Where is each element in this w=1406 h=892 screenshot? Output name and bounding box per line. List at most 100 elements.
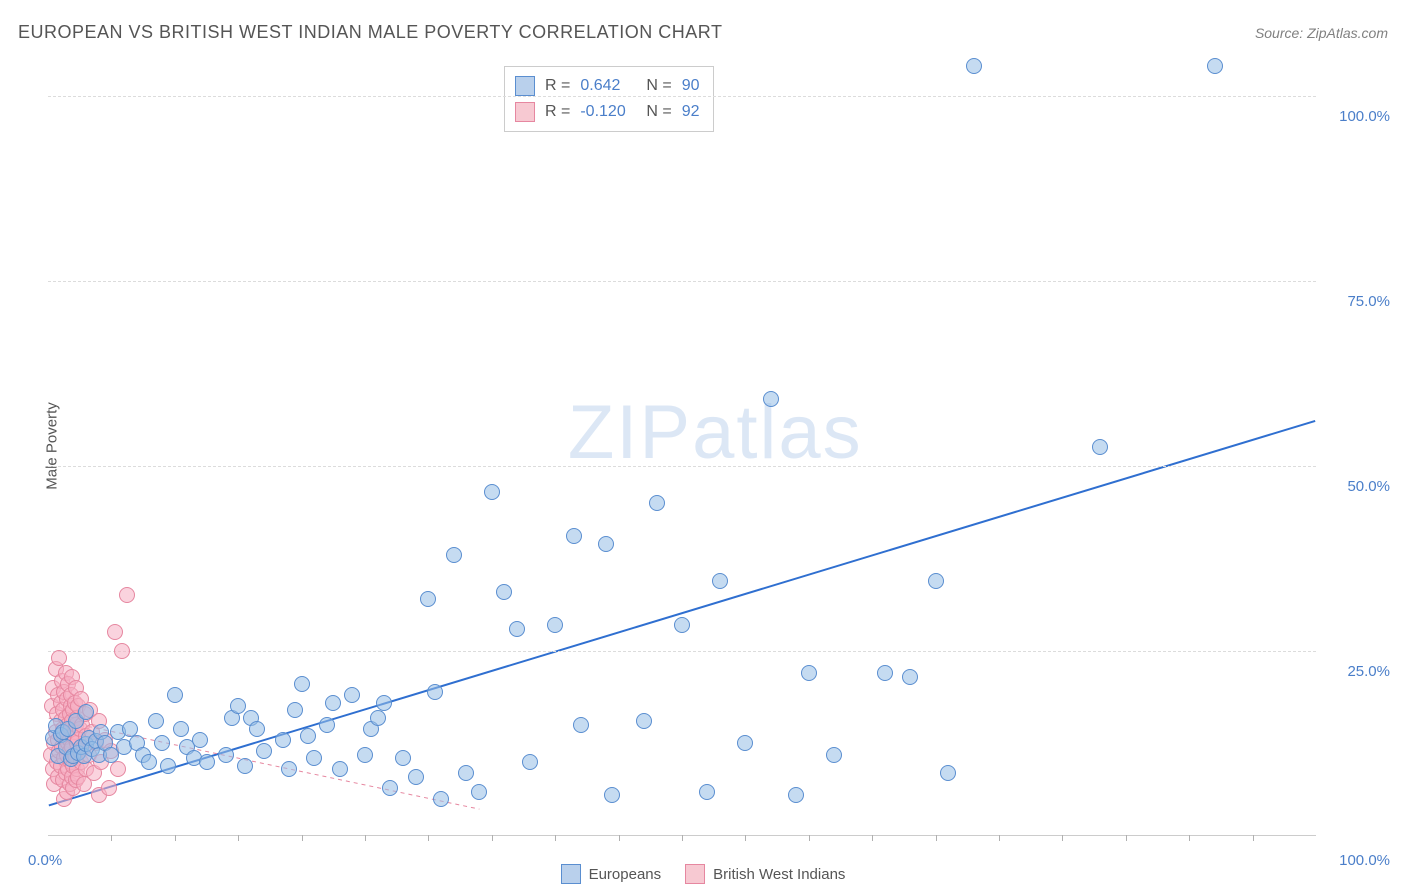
series-legend-label: British West Indians <box>713 866 845 883</box>
data-point <box>325 695 341 711</box>
data-point <box>522 754 538 770</box>
data-point <box>294 676 310 692</box>
data-point <box>712 573 728 589</box>
scatter-plot-area: ZIPatlas R =0.642N =90R =-0.120N =92 25.… <box>48 66 1316 836</box>
x-tick-mark <box>1253 835 1254 841</box>
data-point <box>484 484 500 500</box>
data-point <box>154 735 170 751</box>
data-point <box>101 780 117 796</box>
data-point <box>395 750 411 766</box>
x-tick-mark <box>619 835 620 841</box>
x-tick-mark <box>111 835 112 841</box>
y-tick-label: 100.0% <box>1339 108 1390 125</box>
x-tick-mark <box>999 835 1000 841</box>
chart-header: EUROPEAN VS BRITISH WEST INDIAN MALE POV… <box>18 22 1388 43</box>
data-point <box>737 735 753 751</box>
legend-swatch <box>515 102 535 122</box>
data-point <box>446 547 462 563</box>
data-point <box>826 747 842 763</box>
legend-swatch <box>685 864 705 884</box>
data-point <box>598 536 614 552</box>
data-point <box>192 732 208 748</box>
data-point <box>107 624 123 640</box>
data-point <box>357 747 373 763</box>
data-point <box>674 617 690 633</box>
data-point <box>408 769 424 785</box>
y-tick-label: 75.0% <box>1347 293 1390 310</box>
series-legend-item: Europeans <box>561 864 662 884</box>
source-label: Source: ZipAtlas.com <box>1255 25 1388 41</box>
x-tick-mark <box>1062 835 1063 841</box>
data-point <box>256 743 272 759</box>
data-point <box>801 665 817 681</box>
watermark: ZIPatlas <box>568 389 863 476</box>
n-value: 90 <box>682 77 700 95</box>
gridline <box>48 651 1316 652</box>
x-tick-mark <box>175 835 176 841</box>
x-tick-mark <box>1126 835 1127 841</box>
data-point <box>78 704 94 720</box>
x-tick-mark <box>745 835 746 841</box>
data-point <box>509 621 525 637</box>
series-legend: Europeans British West Indians <box>0 864 1406 884</box>
r-label: R = <box>545 103 570 121</box>
data-point <box>173 721 189 737</box>
data-point <box>218 747 234 763</box>
data-point <box>877 665 893 681</box>
data-point <box>160 758 176 774</box>
legend-swatch <box>515 76 535 96</box>
data-point <box>420 591 436 607</box>
data-point <box>287 702 303 718</box>
data-point <box>1092 439 1108 455</box>
x-tick-mark <box>302 835 303 841</box>
data-point <box>433 791 449 807</box>
x-tick-mark <box>872 835 873 841</box>
y-tick-label: 50.0% <box>1347 478 1390 495</box>
series-legend-label: Europeans <box>589 866 662 883</box>
data-point <box>427 684 443 700</box>
data-point <box>763 391 779 407</box>
x-tick-mark <box>428 835 429 841</box>
n-value: 92 <box>682 103 700 121</box>
data-point <box>275 732 291 748</box>
data-point <box>573 717 589 733</box>
data-point <box>51 650 67 666</box>
data-point <box>636 713 652 729</box>
chart-title: EUROPEAN VS BRITISH WEST INDIAN MALE POV… <box>18 22 722 43</box>
x-tick-mark <box>365 835 366 841</box>
x-tick-mark <box>936 835 937 841</box>
r-value: 0.642 <box>580 77 636 95</box>
legend-row: R =-0.120N =92 <box>515 99 699 125</box>
trend-line <box>49 421 1315 806</box>
data-point <box>566 528 582 544</box>
x-tick-mark <box>238 835 239 841</box>
n-label: N = <box>646 103 671 121</box>
data-point <box>699 784 715 800</box>
data-point <box>649 495 665 511</box>
data-point <box>119 587 135 603</box>
n-label: N = <box>646 77 671 95</box>
data-point <box>199 754 215 770</box>
data-point <box>788 787 804 803</box>
data-point <box>376 695 392 711</box>
data-point <box>281 761 297 777</box>
data-point <box>237 758 253 774</box>
data-point <box>122 721 138 737</box>
data-point <box>306 750 322 766</box>
x-tick-mark <box>1189 835 1190 841</box>
data-point <box>458 765 474 781</box>
data-point <box>604 787 620 803</box>
data-point <box>382 780 398 796</box>
data-point <box>110 761 126 777</box>
x-tick-mark <box>492 835 493 841</box>
series-legend-item: British West Indians <box>685 864 845 884</box>
data-point <box>141 754 157 770</box>
data-point <box>319 717 335 733</box>
data-point <box>966 58 982 74</box>
data-point <box>344 687 360 703</box>
gridline <box>48 281 1316 282</box>
r-label: R = <box>545 77 570 95</box>
gridline <box>48 466 1316 467</box>
data-point <box>167 687 183 703</box>
x-tick-mark <box>809 835 810 841</box>
